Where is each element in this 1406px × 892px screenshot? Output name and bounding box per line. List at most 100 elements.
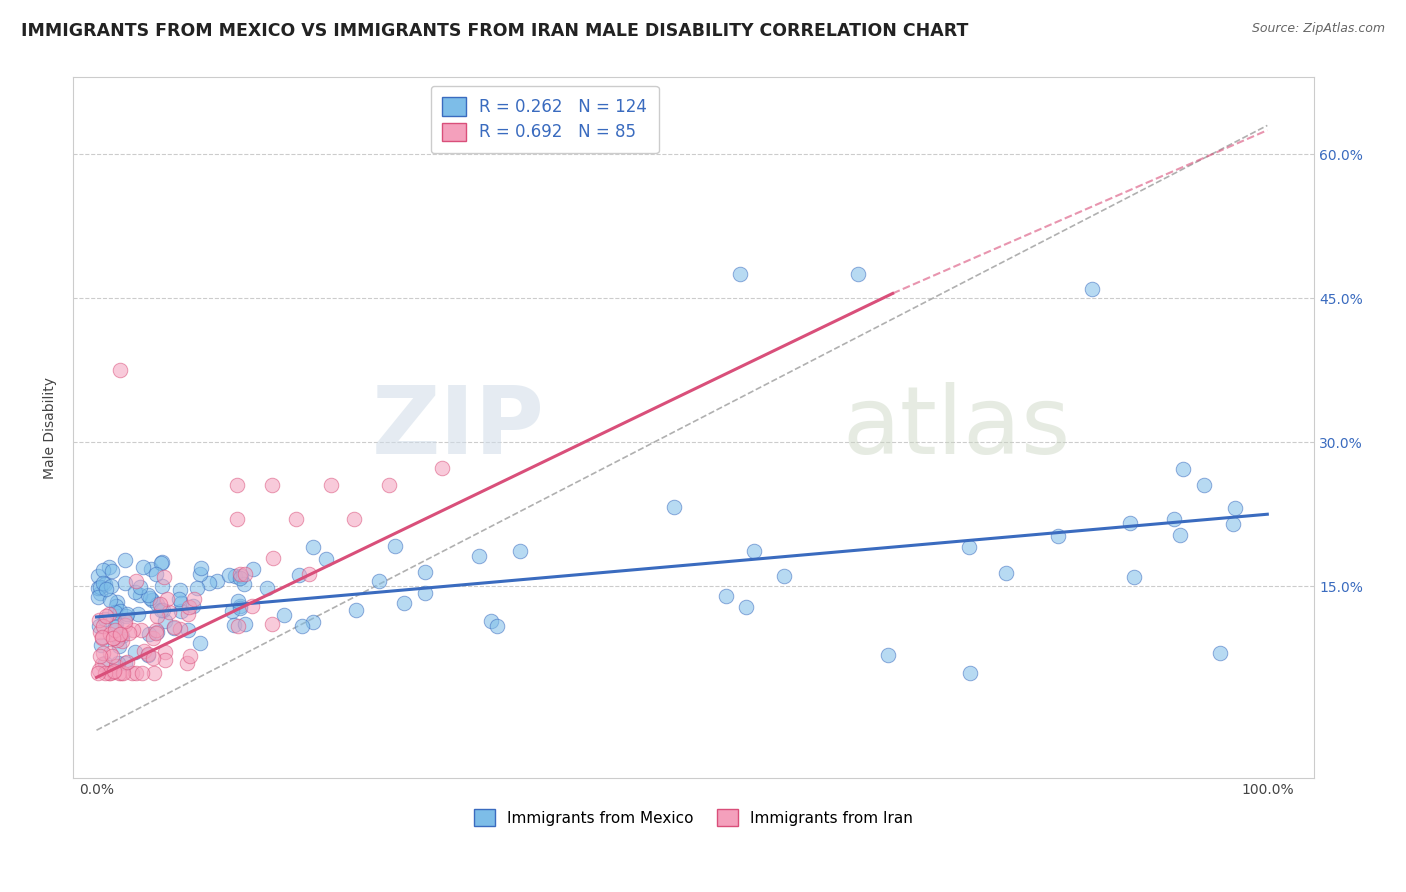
Point [101,631,124,645]
Point [141,562,163,576]
Point [430,461,453,475]
Point [124,645,146,659]
Point [97,665,120,680]
Point [169,582,191,597]
Point [101,631,124,645]
Point [91,563,114,577]
Point [94,608,117,623]
Point [1223,500,1246,515]
Point [89,580,111,594]
Point [229,601,252,615]
Point [226,594,249,608]
Point [100,564,122,578]
Point [150,555,173,569]
Y-axis label: Male Disability: Male Disability [44,376,58,479]
Point [131,665,153,680]
Point [169,622,191,636]
Point [149,556,172,570]
Point [104,605,127,619]
Point [188,566,211,581]
Point [1046,529,1069,543]
Point [392,596,415,610]
Point [108,627,131,641]
Point [115,609,138,624]
Point [100,579,122,593]
Point [198,575,221,590]
Point [145,626,167,640]
Point [124,585,146,599]
Point [91,657,114,671]
Point [111,634,134,648]
Point [468,549,491,563]
Point [97,607,120,621]
Point [105,632,128,647]
Point [136,648,159,663]
Point [153,569,176,583]
Point [110,604,132,618]
Point [125,574,148,588]
Point [115,656,138,670]
Point [228,599,250,613]
Point [1168,527,1191,541]
Point [91,631,114,645]
Point [177,623,200,637]
Point [1119,516,1142,530]
Point [114,617,136,632]
Point [86,568,108,582]
Point [91,575,114,590]
Point [94,665,117,680]
Point [222,618,245,632]
Text: atlas: atlas [842,382,1071,474]
Point [89,619,111,633]
Point [110,665,132,680]
Point [89,585,111,599]
Point [1171,462,1194,476]
Point [98,646,121,660]
Point [115,607,138,622]
Point [260,616,283,631]
Point [132,559,155,574]
Point [107,665,129,680]
Point [110,626,132,640]
Point [190,560,212,574]
Point [288,567,311,582]
Point [413,566,436,580]
Point [662,500,685,515]
Point [138,627,160,641]
Point [155,653,177,667]
Point [86,581,108,595]
Point [235,617,257,632]
Point [98,593,121,607]
Point [149,597,172,611]
Point [129,588,152,602]
Point [186,581,208,595]
Point [384,540,406,554]
Point [179,649,201,664]
Point [118,626,141,640]
Point [378,478,401,492]
Point [183,591,205,606]
Point [93,646,115,660]
Point [229,568,252,582]
Point [1222,517,1244,532]
Point [169,592,191,607]
Point [229,571,252,585]
Point [111,665,134,680]
Point [734,600,756,615]
Point [142,631,165,645]
Point [107,656,129,670]
Point [89,649,111,664]
Point [114,553,136,567]
Legend: Immigrants from Mexico, Immigrants from Iran: Immigrants from Mexico, Immigrants from … [467,802,921,834]
Text: ZIP: ZIP [371,382,544,474]
Point [103,664,125,678]
Point [150,579,173,593]
Point [273,607,295,622]
Point [773,568,796,582]
Point [108,639,131,653]
Point [319,478,342,492]
Point [153,614,176,628]
Point [114,656,136,670]
Point [104,620,127,634]
Point [122,624,145,638]
